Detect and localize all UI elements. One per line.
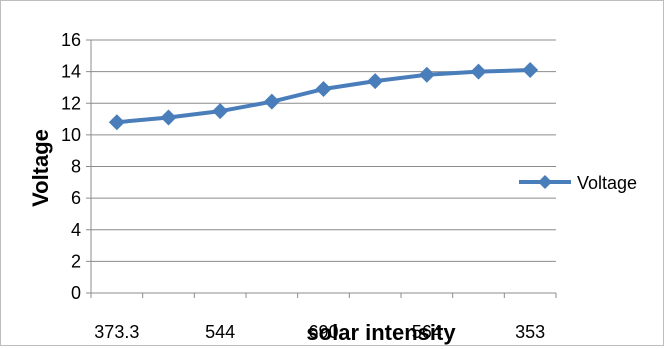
y-tick-label: 8 bbox=[71, 157, 81, 177]
y-tick-label: 0 bbox=[71, 283, 81, 303]
grid-lines bbox=[91, 39, 556, 262]
data-point-marker bbox=[418, 66, 435, 83]
data-point-marker bbox=[470, 63, 487, 80]
x-tick-label: 564 bbox=[412, 322, 442, 342]
x-tick-label: 353 bbox=[515, 322, 545, 342]
y-tick-labels: 0 2 4 6 8 10 12 14 16 bbox=[61, 30, 81, 303]
x-tick-label: 373.3 bbox=[94, 322, 139, 342]
y-tick-label: 14 bbox=[61, 62, 81, 82]
legend: Voltage bbox=[519, 173, 637, 193]
y-tick-label: 10 bbox=[61, 125, 81, 145]
legend-marker bbox=[538, 175, 552, 189]
x-tick-labels: 373.3 544 690 564 353 bbox=[94, 322, 545, 342]
data-point-marker bbox=[522, 62, 539, 79]
legend-label-voltage: Voltage bbox=[577, 173, 637, 193]
y-tick-label: 16 bbox=[61, 30, 81, 50]
data-point-marker bbox=[108, 114, 125, 131]
series-voltage bbox=[108, 62, 539, 131]
data-point-marker bbox=[315, 81, 332, 98]
data-point-marker bbox=[263, 93, 280, 110]
x-axis-title: solar intensity bbox=[306, 320, 456, 345]
y-tick-label: 4 bbox=[71, 220, 81, 240]
data-point-marker bbox=[367, 73, 384, 90]
y-tick-label: 12 bbox=[61, 93, 81, 113]
x-tick-label: 544 bbox=[205, 322, 235, 342]
y-tick-label: 6 bbox=[71, 188, 81, 208]
axes bbox=[86, 39, 557, 298]
x-tick-label: 690 bbox=[308, 322, 338, 342]
data-point-marker bbox=[160, 109, 177, 126]
y-tick-label: 2 bbox=[71, 251, 81, 271]
y-axis-title: Voltage bbox=[28, 129, 53, 207]
data-point-marker bbox=[212, 103, 229, 120]
